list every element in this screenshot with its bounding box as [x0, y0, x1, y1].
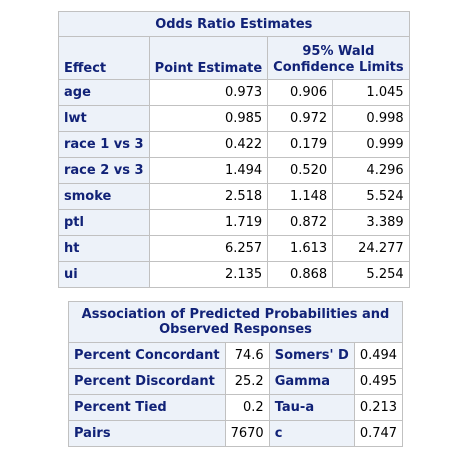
effect-label: age: [58, 79, 150, 106]
effect-header: Effect: [58, 36, 150, 80]
table-row: smoke 2.518 1.148 5.524: [58, 183, 410, 210]
point-estimate-header: Point Estimate: [148, 36, 269, 80]
point-estimate-value: 6.257: [148, 235, 269, 262]
upper-limit-value: 0.998: [332, 105, 410, 132]
table-row: ptl 1.719 0.872 3.389: [58, 209, 410, 236]
upper-limit-value: 5.254: [332, 261, 410, 288]
upper-limit-value: 4.296: [332, 157, 410, 184]
table-row: Pairs 7670 c 0.747: [68, 420, 404, 447]
stat-value: 7670: [224, 420, 270, 447]
stat-value: 25.2: [224, 368, 270, 395]
lower-limit-value: 0.906: [267, 79, 334, 106]
odds-table-title: Odds Ratio Estimates: [58, 11, 410, 37]
stat-label: Percent Discordant: [68, 368, 226, 395]
stat-label: Tau-a: [268, 394, 355, 421]
lower-limit-value: 1.148: [267, 183, 334, 210]
stat-value: 0.494: [353, 342, 404, 369]
effect-label: ui: [58, 261, 150, 288]
point-estimate-value: 1.494: [148, 157, 269, 184]
table-row: lwt 0.985 0.972 0.998: [58, 105, 410, 132]
association-title-line1: Association of Predicted Probabilities a…: [81, 307, 390, 322]
effect-label: race 1 vs 3: [58, 131, 150, 158]
upper-limit-value: 1.045: [332, 79, 410, 106]
lower-limit-value: 0.972: [267, 105, 334, 132]
effect-label: race 2 vs 3: [58, 157, 150, 184]
upper-limit-value: 5.524: [332, 183, 410, 210]
stat-value: 0.495: [353, 368, 404, 395]
lower-limit-value: 0.520: [267, 157, 334, 184]
stat-label: c: [268, 420, 355, 447]
stat-value: 0.2: [224, 394, 270, 421]
lower-limit-value: 0.872: [267, 209, 334, 236]
table-row: Percent Tied 0.2 Tau-a 0.213: [68, 394, 404, 421]
point-estimate-value: 0.973: [148, 79, 269, 106]
table-row: Percent Discordant 25.2 Gamma 0.495: [68, 368, 404, 395]
odds-ratio-table: Odds Ratio Estimates Effect Point Estima…: [58, 11, 410, 288]
upper-limit-value: 3.389: [332, 209, 410, 236]
stat-label: Percent Concordant: [68, 342, 226, 369]
stat-value: 0.747: [353, 420, 404, 447]
table-row: race 2 vs 3 1.494 0.520 4.296: [58, 157, 410, 184]
stat-label: Somers' D: [268, 342, 355, 369]
upper-limit-value: 0.999: [332, 131, 410, 158]
point-estimate-value: 0.422: [148, 131, 269, 158]
association-table: Association of Predicted Probabilities a…: [67, 301, 404, 447]
effect-label: lwt: [58, 105, 150, 132]
stat-label: Pairs: [68, 420, 226, 447]
stat-label: Gamma: [268, 368, 355, 395]
point-estimate-value: 2.135: [148, 261, 269, 288]
stat-label: Percent Tied: [68, 394, 226, 421]
ci-header-line1: 95% Wald: [302, 44, 375, 59]
point-estimate-value: 1.719: [148, 209, 269, 236]
effect-label: ptl: [58, 209, 150, 236]
association-table-title: Association of Predicted Probabilities a…: [67, 301, 404, 343]
table-row: Percent Concordant 74.6 Somers' D 0.494: [68, 342, 404, 369]
confidence-limits-header: 95% Wald Confidence Limits: [267, 36, 410, 80]
effect-label: smoke: [58, 183, 150, 210]
association-title-line2: Observed Responses: [159, 322, 312, 337]
table-row: age 0.973 0.906 1.045: [58, 79, 410, 106]
point-estimate-value: 0.985: [148, 105, 269, 132]
ci-header-line2: Confidence Limits: [273, 60, 404, 75]
stat-value: 74.6: [224, 342, 270, 369]
lower-limit-value: 0.179: [267, 131, 334, 158]
table-row: race 1 vs 3 0.422 0.179 0.999: [58, 131, 410, 158]
table-row: ht 6.257 1.613 24.277: [58, 235, 410, 262]
point-estimate-value: 2.518: [148, 183, 269, 210]
lower-limit-value: 1.613: [267, 235, 334, 262]
table-row: ui 2.135 0.868 5.254: [58, 261, 410, 288]
stat-value: 0.213: [353, 394, 404, 421]
effect-label: ht: [58, 235, 150, 262]
upper-limit-value: 24.277: [332, 235, 410, 262]
lower-limit-value: 0.868: [267, 261, 334, 288]
